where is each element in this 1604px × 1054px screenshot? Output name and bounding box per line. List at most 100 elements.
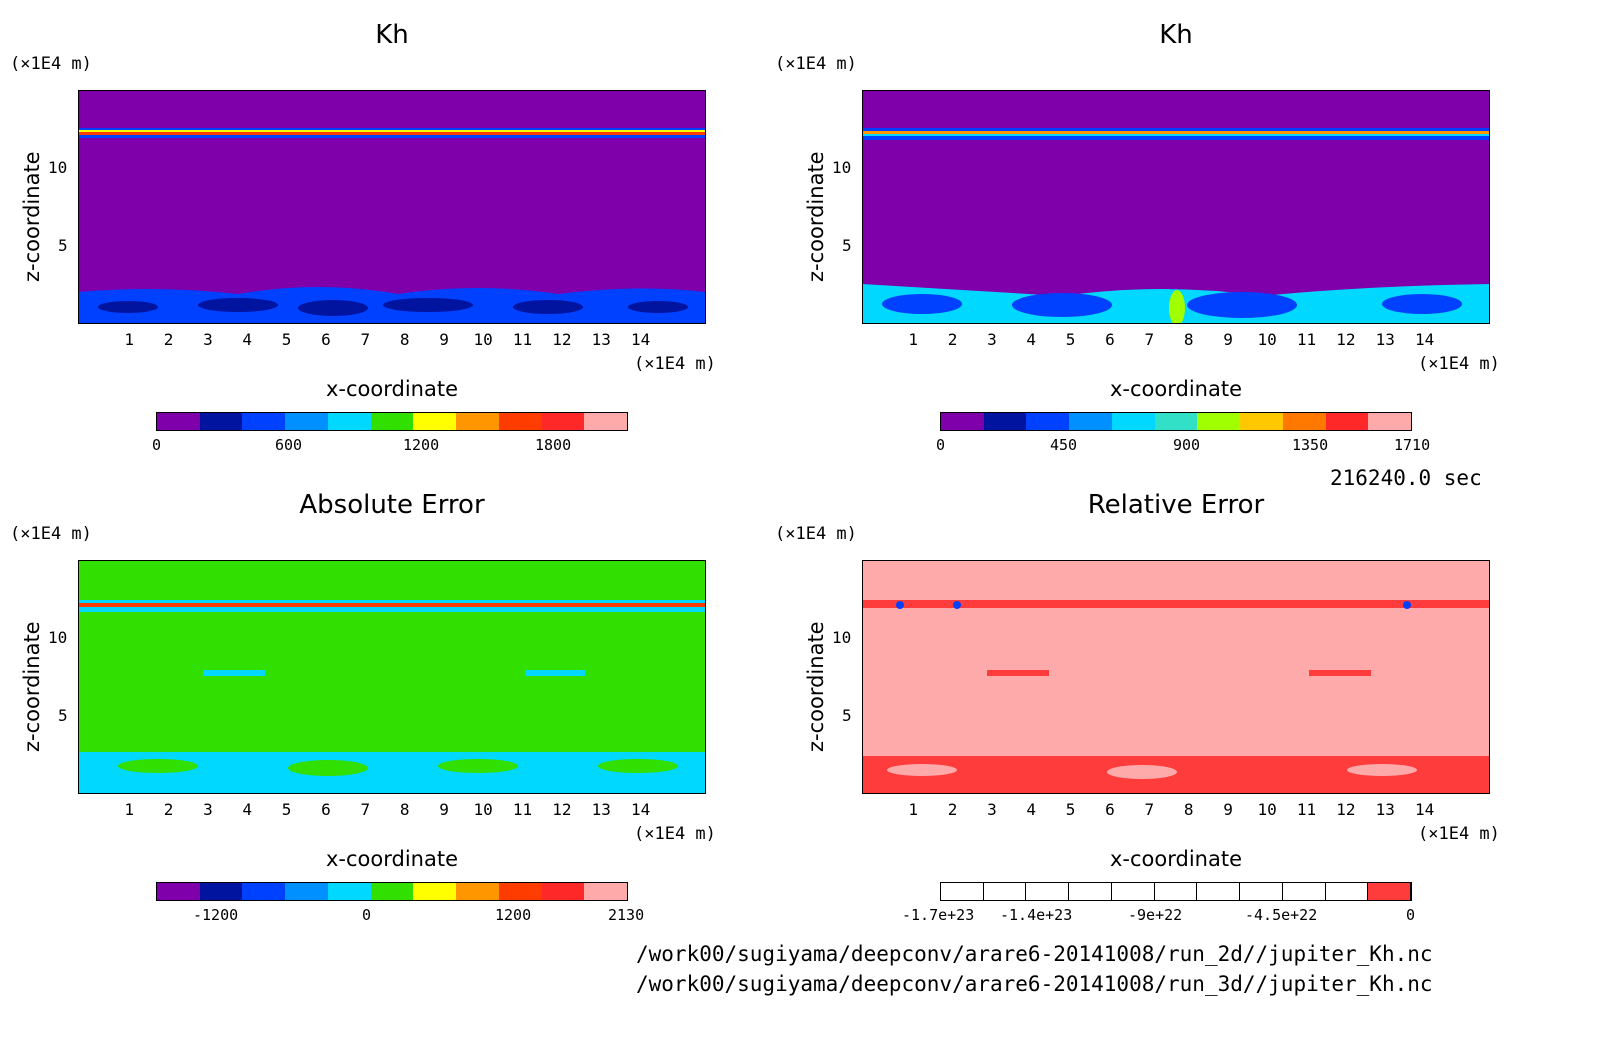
colorbar-tick: 450 [1050, 436, 1078, 454]
colorbar-swatch [1325, 883, 1369, 900]
colorbar-swatch [1325, 413, 1369, 430]
colorbar-swatch [1240, 883, 1283, 900]
y-tick: 10 [832, 628, 852, 647]
colorbar-swatch [285, 883, 328, 900]
colorbar-swatch [1154, 413, 1198, 430]
colorbar-tick: 1200 [403, 436, 440, 454]
x-tick: 7 [360, 330, 371, 349]
x-tick: 9 [1223, 800, 1233, 819]
colorbar-swatch [1026, 883, 1070, 900]
x-tick: 3 [203, 330, 213, 349]
x-tick: 12 [1336, 800, 1356, 819]
x-tick: 2 [163, 330, 174, 349]
colorbar-swatch [456, 413, 499, 430]
colorbar-swatch [242, 883, 286, 900]
panel-title: Kh [375, 20, 409, 50]
colorbar-swatch [983, 413, 1027, 430]
colorbar-swatch [242, 413, 286, 430]
heatmap-plot [78, 90, 706, 324]
x-tick: 13 [591, 330, 611, 349]
x-tick: 2 [947, 800, 958, 819]
colorbar-tick: 600 [275, 436, 303, 454]
x-tick: 1 [124, 800, 134, 819]
panel-title: Absolute Error [299, 490, 485, 520]
x-tick: 12 [552, 330, 572, 349]
x-tick: 6 [321, 330, 331, 349]
x-tick: 3 [203, 800, 213, 819]
x-tick: 6 [321, 800, 331, 819]
time-label: 216240.0 sec [1330, 466, 1482, 490]
x-tick: 1 [124, 330, 134, 349]
colorbar-swatch [327, 413, 371, 430]
x-unit-label: (×1E4 m) [634, 354, 716, 374]
colorbar-tick: -9e+22 [1128, 906, 1183, 924]
y-axis-label: z-coordinate [20, 621, 44, 752]
x-tick: 3 [987, 800, 997, 819]
x-tick: 9 [439, 330, 449, 349]
colorbar-tick: 1350 [1292, 436, 1329, 454]
colorbar-swatch [1240, 413, 1283, 430]
x-tick: 14 [630, 330, 651, 349]
x-tick: 3 [987, 330, 997, 349]
colorbar-swatch [983, 883, 1027, 900]
colorbar-swatch [498, 413, 542, 430]
y-tick: 5 [842, 236, 852, 255]
x-tick: 11 [1296, 800, 1317, 819]
colorbar-swatch [941, 883, 984, 900]
colorbar-swatch [157, 413, 200, 430]
heatmap-plot [862, 90, 1490, 324]
colorbar-swatch [498, 883, 542, 900]
colorbar-swatch [541, 413, 585, 430]
x-tick: 13 [591, 800, 611, 819]
x-unit-label: (×1E4 m) [1418, 824, 1500, 844]
colorbar-swatch [456, 883, 499, 900]
x-tick: 7 [360, 800, 371, 819]
colorbar [156, 882, 628, 901]
x-axis-label: x-coordinate [1109, 377, 1242, 401]
colorbar-swatch [370, 413, 414, 430]
colorbar-swatch [1197, 413, 1241, 430]
y-tick: 10 [48, 158, 68, 177]
x-tick: 10 [473, 800, 493, 819]
x-tick: 1 [908, 330, 918, 349]
x-tick: 8 [1183, 330, 1194, 349]
y-unit-label: (×1E4 m) [775, 524, 857, 544]
file-path-3d: /work00/sugiyama/deepconv/arare6-2014100… [636, 972, 1433, 996]
heatmap-plot [862, 560, 1490, 794]
x-tick: 13 [1375, 330, 1395, 349]
x-tick: 2 [947, 330, 958, 349]
y-tick: 5 [58, 706, 68, 725]
colorbar-swatch [541, 883, 585, 900]
colorbar-swatch [584, 413, 628, 430]
colorbar-tick: -4.5e+22 [1245, 906, 1318, 924]
colorbar-tick: 0 [936, 436, 946, 454]
colorbar [940, 412, 1412, 431]
x-tick: 4 [1026, 800, 1037, 819]
panel-title: Kh [1159, 20, 1193, 50]
colorbar-swatch [1282, 883, 1326, 900]
x-tick: 2 [163, 800, 174, 819]
colorbar-swatch [1368, 883, 1412, 900]
x-tick: 5 [1065, 800, 1076, 819]
colorbar-tick: 1200 [495, 906, 532, 924]
colorbar-tick: 0 [1406, 906, 1416, 924]
panel-title: Relative Error [1087, 490, 1265, 520]
y-tick: 10 [832, 158, 852, 177]
colorbar-swatch [199, 883, 243, 900]
y-tick: 5 [842, 706, 852, 725]
colorbar-tick: 1800 [535, 436, 572, 454]
y-unit-label: (×1E4 m) [10, 54, 92, 74]
x-unit-label: (×1E4 m) [1418, 354, 1500, 374]
x-tick: 4 [1026, 330, 1037, 349]
x-tick: 11 [512, 800, 533, 819]
colorbar-tick: 0 [152, 436, 162, 454]
x-axis-label: x-coordinate [325, 377, 458, 401]
heatmap-plot [78, 560, 706, 794]
colorbar-swatch [1111, 413, 1155, 430]
colorbar-swatch [1368, 413, 1412, 430]
colorbar-swatch [1069, 883, 1112, 900]
colorbar-swatch [941, 413, 984, 430]
colorbar-swatch [1111, 883, 1155, 900]
x-unit-label: (×1E4 m) [634, 824, 716, 844]
colorbar-tick: 0 [362, 906, 372, 924]
